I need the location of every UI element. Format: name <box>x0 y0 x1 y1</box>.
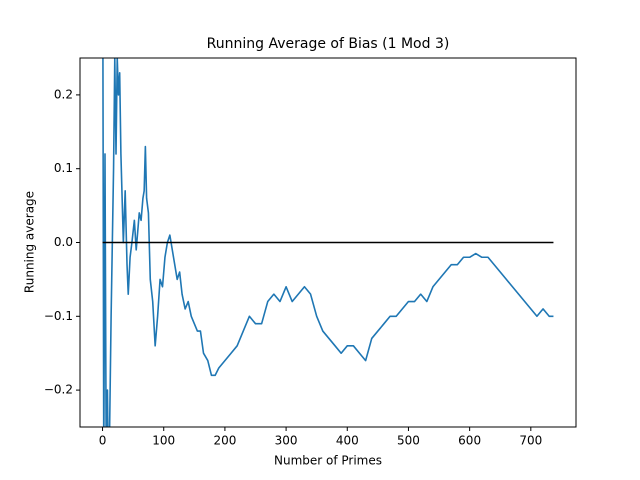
x-tick-label: 200 <box>213 434 236 448</box>
y-tick-label: 0.0 <box>54 235 73 249</box>
y-tick-label: −0.2 <box>44 383 73 397</box>
x-tick-label: 400 <box>336 434 359 448</box>
plot-area <box>102 58 554 427</box>
y-tick-label: 0.2 <box>54 87 73 101</box>
y-axis-label: Running average <box>23 191 37 293</box>
x-tick-label: 700 <box>519 434 542 448</box>
x-axis-label: Number of Primes <box>274 454 382 468</box>
x-tick-label: 0 <box>99 434 107 448</box>
x-tick-label: 600 <box>458 434 481 448</box>
x-tick-label: 100 <box>152 434 175 448</box>
data-line <box>102 58 554 427</box>
y-tick-label: 0.1 <box>54 161 73 175</box>
y-tick-label: −0.1 <box>44 309 73 323</box>
x-tick-label: 300 <box>275 434 298 448</box>
x-tick-label: 500 <box>397 434 420 448</box>
chart-title: Running Average of Bias (1 Mod 3) <box>207 36 450 52</box>
